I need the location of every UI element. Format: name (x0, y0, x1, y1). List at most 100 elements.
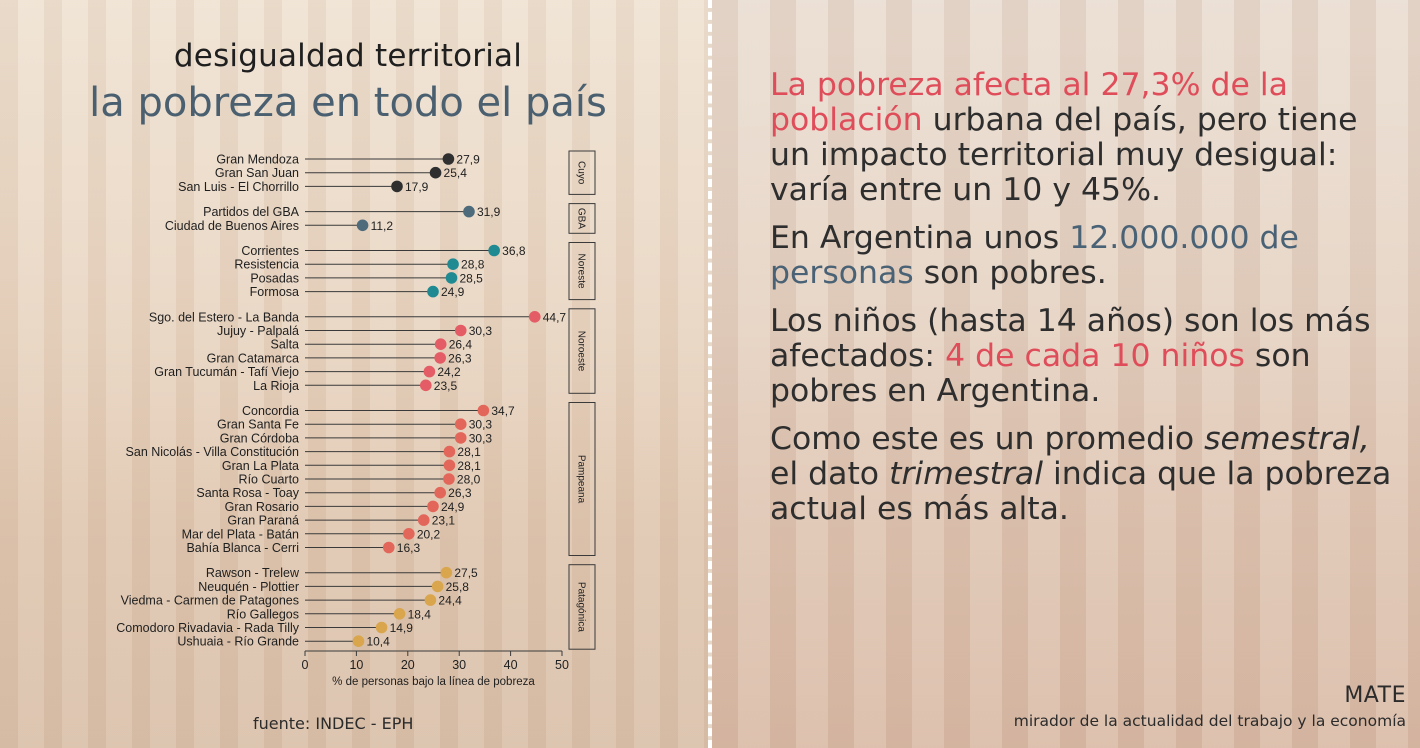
paragraph-semestral-note: Como este es un promedio semestral, el d… (770, 422, 1400, 527)
lollipop-point (419, 379, 432, 392)
data-label: 30,3 (469, 418, 493, 432)
lollipop-point (375, 621, 388, 634)
category-label: Gran San Juan (215, 166, 299, 180)
italic-semestral: semestral, (1204, 421, 1370, 457)
category-label: Gran Mendoza (216, 153, 299, 167)
lollipop-point (434, 352, 446, 364)
category-label: San Nicolás - Villa Constitución (126, 445, 300, 459)
facet-strip (568, 308, 596, 394)
x-tick-label: 50 (555, 658, 569, 672)
brand-tagline: mirador de la actualidad del trabajo y l… (1013, 712, 1406, 730)
data-label: 24,9 (441, 285, 465, 299)
lollipop-point (528, 311, 541, 323)
category-label: Río Cuarto (239, 473, 299, 487)
data-label: 28,8 (461, 258, 485, 272)
data-label: 14,9 (390, 621, 414, 635)
data-label: 10,4 (366, 635, 390, 649)
source-note: fuente: INDEC - EPH (253, 714, 414, 733)
category-label: Santa Rosa - Toay (196, 486, 299, 500)
category-label: La Rioja (253, 379, 299, 393)
paragraph-text: Los niños (hasta 14 años) son los más af… (770, 303, 1371, 374)
paragraph-text: En Argentina unos (770, 220, 1070, 256)
lollipop-point (440, 566, 453, 579)
data-label: 31,9 (477, 205, 501, 219)
data-label: 30,3 (469, 324, 493, 338)
data-label: 28,5 (459, 271, 483, 285)
data-label: 24,4 (438, 594, 462, 608)
data-label: 11,2 (371, 219, 394, 233)
facet-label: GBA (576, 208, 587, 229)
category-label: Gran La Plata (222, 459, 299, 473)
paragraph-text: el dato (770, 456, 890, 492)
category-label: Neuquén - Plottier (198, 580, 299, 594)
lollipop-point (393, 608, 406, 620)
x-tick-label: 20 (401, 658, 415, 672)
category-label: Bahía Blanca - Cerri (186, 541, 299, 555)
category-label: Gran Córdoba (220, 431, 299, 445)
lollipop-point (443, 459, 456, 472)
category-label: San Luis - El Chorrillo (178, 180, 299, 194)
facet-label: Noreste (576, 254, 587, 289)
category-label: Comodoro Rivadavia - Rada Tilly (116, 621, 299, 635)
lollipop-point (417, 514, 430, 526)
category-label: Río Gallegos (227, 607, 299, 621)
category-label: Concordia (242, 404, 299, 418)
x-tick-label: 10 (349, 658, 363, 672)
paragraph-poor-count: En Argentina unos 12.000.000 de personas… (770, 221, 1400, 291)
x-tick-label: 30 (452, 658, 466, 672)
facet-strip (568, 242, 596, 301)
highlight-children: 4 de cada 10 niños (945, 338, 1245, 374)
lollipop-point (403, 528, 415, 540)
category-label: Gran Rosario (225, 500, 299, 514)
data-label: 25,8 (446, 580, 470, 594)
lollipop-point (442, 153, 455, 165)
data-label: 24,9 (441, 500, 465, 514)
left-panel-background (0, 0, 708, 748)
lollipop-point (447, 258, 459, 271)
data-label: 16,3 (397, 541, 421, 555)
chart-subtitle: la pobreza en todo el país (89, 80, 607, 126)
category-label: Rawson - Trelew (206, 566, 300, 580)
facet-strip (568, 402, 596, 556)
lollipop-point (427, 500, 439, 513)
data-label: 28,0 (457, 473, 481, 487)
lollipop-point (445, 272, 458, 284)
lollipop-point (391, 180, 403, 193)
data-label: 36,8 (502, 244, 526, 258)
data-label: 28,1 (457, 445, 481, 459)
highlight-poor-count: 12.000.000 de personas (770, 220, 1299, 291)
paragraph-text: son pobres. (913, 255, 1107, 291)
paragraph-children: Los niños (hasta 14 años) son los más af… (770, 304, 1400, 409)
lollipop-point (454, 324, 467, 337)
data-label: 18,4 (408, 607, 432, 621)
brand-name: MATE (1344, 683, 1406, 708)
panel-divider (708, 0, 712, 748)
category-label: Mar del Plata - Batán (182, 527, 299, 541)
facet-label: Cuyo (576, 161, 587, 185)
x-tick-label: 0 (302, 658, 309, 672)
data-label: 28,1 (457, 459, 481, 473)
category-label: Gran Catamarca (207, 351, 299, 365)
category-label: Formosa (250, 285, 299, 299)
lollipop-point (382, 541, 395, 554)
data-label: 34,7 (491, 404, 515, 418)
lollipop-point (463, 205, 475, 218)
category-label: Gran Santa Fe (217, 418, 299, 432)
lollipop-point (454, 432, 467, 444)
paragraph-text: indica que la pobreza actual es más alta… (770, 456, 1392, 527)
facet-strip (568, 150, 596, 195)
category-label: Resistencia (234, 258, 299, 272)
lollipop-point (443, 445, 456, 458)
chart-title: desigualdad territorial (173, 38, 523, 74)
data-label: 26,3 (448, 486, 472, 500)
paragraph-poverty-rate: La pobreza afecta al 27,3% de la poblaci… (770, 68, 1400, 208)
category-label: Sgo. del Estero - La Banda (149, 310, 299, 324)
category-label: Ciudad de Buenos Aires (165, 219, 299, 233)
facet-strip (568, 203, 596, 234)
category-label: Viedma - Carmen de Patagones (121, 594, 299, 608)
category-label: Gran Paraná (227, 514, 299, 528)
data-label: 26,4 (449, 338, 473, 352)
data-label: 44,7 (543, 310, 567, 324)
lollipop-point (431, 580, 444, 593)
category-label: Posadas (250, 271, 299, 285)
